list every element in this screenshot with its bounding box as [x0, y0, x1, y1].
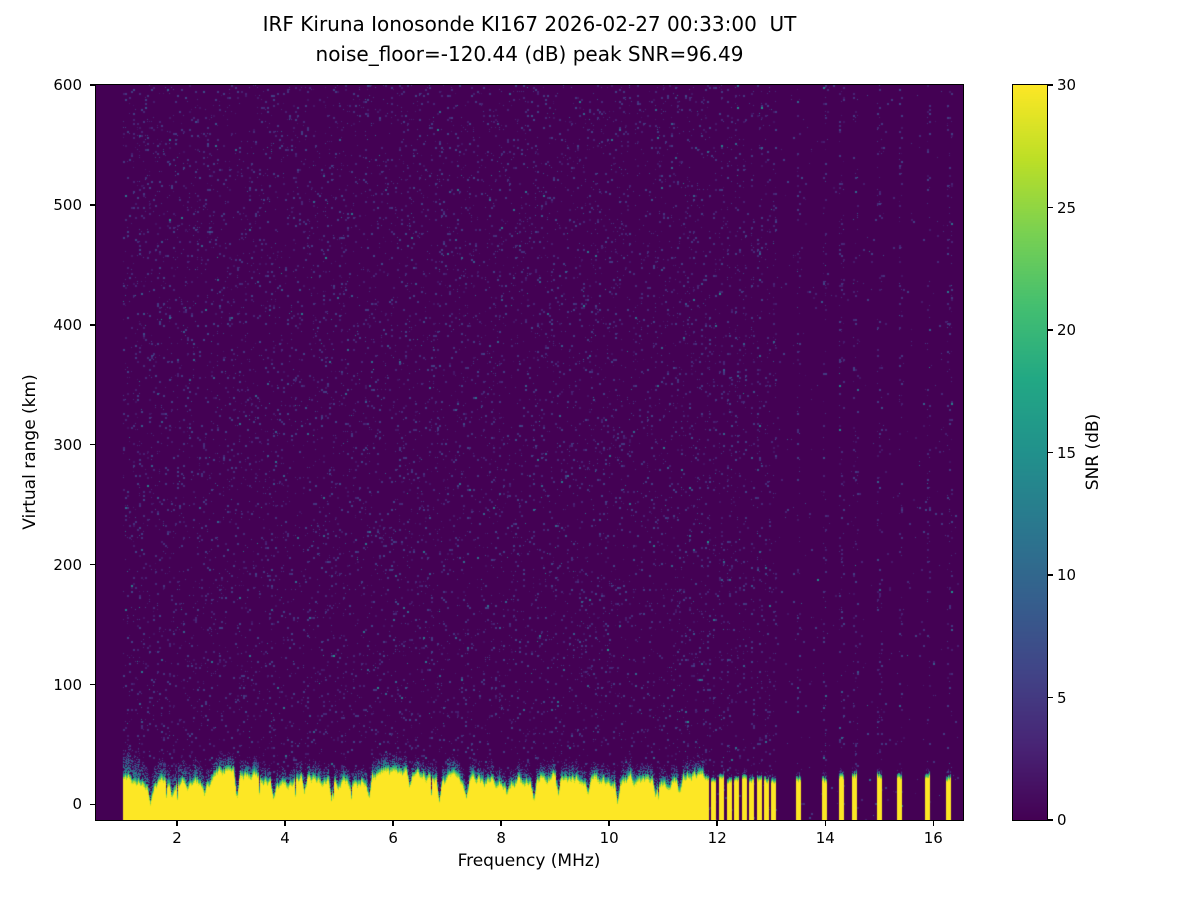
chart-title-line2: noise_floor=-120.44 (dB) peak SNR=96.49: [315, 42, 744, 66]
chart-title-line1: IRF Kiruna Ionosonde KI167 2026-02-27 00…: [262, 12, 797, 36]
colorbar-tick-label: 25: [1057, 198, 1077, 217]
y-tick-label: 200: [53, 555, 82, 574]
colorbar-tick-mark: [1048, 451, 1053, 454]
x-tick-mark: [176, 821, 178, 826]
colorbar-tick-label: 5: [1057, 688, 1067, 707]
x-tick-mark: [608, 821, 610, 826]
x-tick-label: 14: [815, 829, 835, 847]
y-tick-mark: [90, 324, 95, 326]
y-tick-label: 600: [53, 76, 82, 94]
y-tick-mark: [90, 683, 95, 686]
x-tick-label: 16: [923, 829, 943, 847]
y-tick-label: 100: [53, 675, 82, 694]
colorbar-tick-mark: [1048, 574, 1053, 576]
colorbar-tick-mark: [1048, 819, 1053, 821]
y-tick-mark: [90, 204, 95, 206]
y-tick-label: 300: [53, 435, 82, 454]
colorbar-tick-label: 0: [1057, 811, 1067, 829]
x-tick-mark: [716, 821, 718, 826]
ionogram-heatmap-canvas: [96, 85, 963, 820]
colorbar-tick-label: 30: [1057, 76, 1077, 94]
y-tick-label: 500: [53, 195, 82, 214]
x-tick-mark: [284, 821, 286, 826]
x-tick-label: 2: [172, 829, 182, 847]
colorbar-tick-label: 20: [1057, 321, 1077, 339]
y-tick-mark: [90, 563, 95, 566]
colorbar-label: SNR (dB): [1083, 413, 1103, 491]
x-tick-label: 12: [707, 829, 727, 847]
y-tick-label: 400: [53, 315, 82, 334]
x-tick-mark: [932, 821, 935, 826]
colorbar: [1012, 84, 1048, 821]
colorbar-tick-label: 15: [1057, 443, 1077, 462]
y-tick-mark: [90, 443, 95, 446]
colorbar-tick-mark: [1048, 206, 1053, 209]
x-tick-label: 4: [280, 829, 290, 847]
colorbar-gradient-canvas: [1013, 85, 1047, 820]
y-tick-mark: [90, 803, 95, 806]
x-tick-label: 6: [388, 829, 398, 847]
colorbar-tick-mark: [1048, 696, 1053, 699]
x-tick-mark: [392, 821, 394, 826]
y-tick-mark: [90, 84, 95, 86]
colorbar-tick-label: 10: [1057, 566, 1077, 584]
plot-area: [95, 84, 964, 821]
y-tick-label: 0: [72, 795, 82, 814]
x-tick-mark: [500, 821, 502, 826]
chart-title: IRF Kiruna Ionosonde KI167 2026-02-27 00…: [96, 9, 963, 69]
x-axis-label: Frequency (MHz): [457, 851, 601, 871]
x-tick-label: 10: [599, 829, 619, 847]
x-tick-mark: [824, 821, 826, 826]
colorbar-tick-mark: [1048, 84, 1053, 86]
x-tick-label: 8: [496, 829, 506, 847]
colorbar-tick-mark: [1048, 329, 1053, 331]
